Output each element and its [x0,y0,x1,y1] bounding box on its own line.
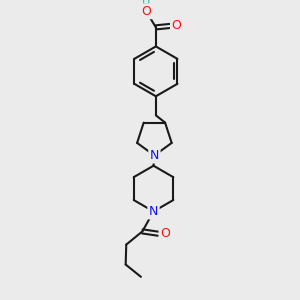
Text: N: N [149,205,158,218]
Text: H: H [141,0,150,10]
Text: O: O [171,20,181,32]
Text: O: O [160,227,170,240]
Text: O: O [142,5,152,18]
Text: N: N [150,149,159,162]
